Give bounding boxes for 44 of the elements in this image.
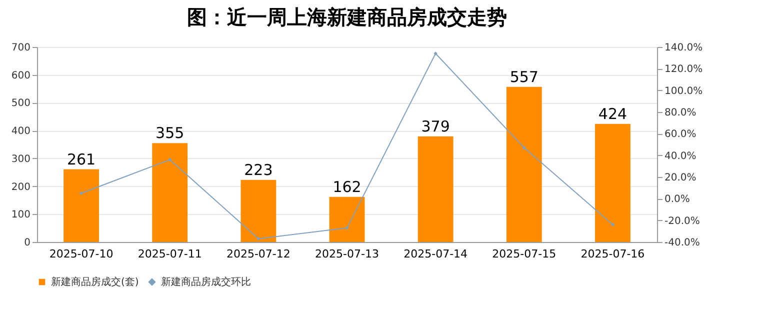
legend-label: 新建商品房成交(套)	[51, 276, 139, 288]
x-tick-label: 2025-07-15	[492, 248, 556, 260]
chart-title: 图：近一周上海新建商品房成交走势	[187, 5, 507, 29]
x-tick-label: 2025-07-13	[315, 248, 379, 260]
point	[168, 158, 172, 162]
x-tick-label: 2025-07-16	[580, 248, 645, 260]
y2-tick-label: 40.0%	[664, 150, 696, 162]
legend-label: 新建商品房成交环比	[161, 276, 251, 288]
y-tick-label: 0	[24, 238, 30, 248]
data-label: 557	[510, 68, 538, 86]
bar	[64, 169, 99, 242]
y2-tick-label: -20.0%	[664, 216, 700, 227]
bar	[329, 196, 365, 242]
point	[256, 236, 260, 241]
y2-tick-label: 20.0%	[664, 172, 696, 184]
y-tick-label: 700	[11, 42, 30, 54]
bar	[152, 143, 188, 242]
bar	[506, 86, 542, 242]
y2-tick-label: 140.0%	[664, 42, 703, 54]
bar	[418, 136, 454, 242]
y2-tick-label: 0.0%	[664, 194, 690, 206]
bar	[595, 124, 630, 242]
y-tick-label: 200	[11, 182, 30, 193]
bar	[240, 180, 276, 242]
y-tick-label: 500	[11, 98, 30, 110]
x-tick-label: 2025-07-11	[138, 248, 202, 260]
y2-tick-label: 120.0%	[664, 64, 703, 76]
data-label: 261	[66, 150, 96, 168]
data-label: 223	[244, 160, 273, 179]
x-tick-label: 2025-07-14	[404, 248, 468, 260]
y-tick-label: 600	[11, 70, 30, 82]
data-label: 424	[598, 104, 628, 123]
y2-tick-label: 60.0%	[664, 129, 696, 140]
data-label: 379	[421, 117, 450, 136]
data-label: 162	[332, 178, 362, 196]
y-tick-label: 400	[11, 126, 30, 138]
y-tick-label: 300	[11, 154, 30, 165]
x-tick-label: 2025-07-10	[49, 248, 114, 260]
y2-tick-label: 80.0%	[664, 108, 696, 118]
y2-tick-label: -40.0%	[664, 238, 700, 248]
data-label: 355	[156, 124, 184, 142]
y-tick-label: 100	[11, 210, 30, 221]
y2-tick-label: 100.0%	[664, 86, 703, 97]
x-tick-label: 2025-07-12	[226, 248, 290, 260]
